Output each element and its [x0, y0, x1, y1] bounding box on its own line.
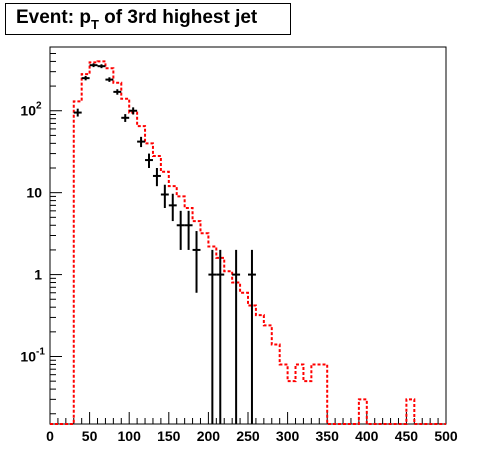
plot-frame — [49, 46, 447, 425]
x-tick-label: 200 — [197, 428, 221, 444]
mc-histogram-line — [50, 60, 446, 425]
chart-title: Event: pT of 3rd highest jet — [5, 3, 291, 35]
y-tick-exponent: -1 — [36, 347, 45, 358]
x-tick-label: 50 — [82, 428, 98, 444]
data-point — [113, 89, 122, 95]
x-tick-label: 150 — [157, 428, 181, 444]
x-tick-label: 250 — [236, 428, 260, 444]
title-prefix: Event: p — [16, 7, 91, 28]
y-tick-label: 1 — [34, 267, 42, 283]
data-point — [160, 184, 169, 208]
data-point — [81, 75, 90, 81]
y-tick-label: 10 — [26, 185, 42, 201]
data-point — [121, 114, 130, 122]
x-tick-label: 0 — [46, 428, 54, 444]
data-point — [152, 168, 161, 187]
data-point — [145, 153, 153, 169]
data-point — [208, 249, 217, 424]
y-tick-label: 10 — [20, 349, 36, 365]
x-tick-label: 100 — [118, 428, 142, 444]
data-points — [73, 63, 256, 424]
y-tick-exponent: 2 — [36, 101, 42, 112]
x-tick-label: 300 — [276, 428, 300, 444]
data-point — [232, 249, 241, 424]
data-point — [129, 107, 138, 115]
data-point — [97, 64, 106, 69]
data-point — [192, 231, 201, 293]
data-point — [137, 136, 146, 148]
data-point — [248, 249, 256, 424]
data-point — [105, 77, 114, 82]
x-tick-label: 350 — [316, 428, 340, 444]
x-tick-label: 450 — [395, 428, 419, 444]
data-point — [89, 63, 98, 68]
title-suffix: of 3rd highest jet — [98, 7, 258, 28]
x-tick-label: 500 — [434, 428, 458, 444]
x-axis: 0 50 100 150 200 250 300 350 400 450 500 — [46, 412, 458, 444]
data-point — [73, 108, 82, 117]
data-point — [176, 210, 185, 250]
title-subscript: T — [90, 17, 99, 32]
y-tick-label: 10 — [20, 103, 36, 119]
x-tick-label: 400 — [355, 428, 379, 444]
data-point — [216, 249, 225, 424]
data-point — [184, 210, 193, 250]
data-point — [168, 193, 177, 222]
